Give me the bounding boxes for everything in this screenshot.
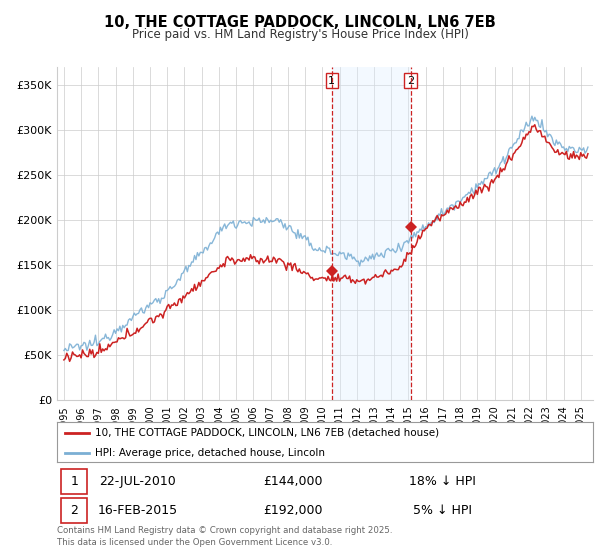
Bar xyxy=(332,67,410,400)
Text: 2: 2 xyxy=(407,76,414,86)
Text: 2: 2 xyxy=(70,504,78,517)
Text: 5% ↓ HPI: 5% ↓ HPI xyxy=(413,504,472,517)
Text: 18% ↓ HPI: 18% ↓ HPI xyxy=(409,475,476,488)
Text: 1: 1 xyxy=(70,475,78,488)
Text: 16-FEB-2015: 16-FEB-2015 xyxy=(97,504,178,517)
Text: £192,000: £192,000 xyxy=(263,504,323,517)
Bar xyxy=(61,498,87,523)
Text: 22-JUL-2010: 22-JUL-2010 xyxy=(99,475,176,488)
Text: Contains HM Land Registry data © Crown copyright and database right 2025.
This d: Contains HM Land Registry data © Crown c… xyxy=(57,526,392,547)
Text: £144,000: £144,000 xyxy=(263,475,323,488)
Text: 1: 1 xyxy=(328,76,335,86)
Text: 10, THE COTTAGE PADDOCK, LINCOLN, LN6 7EB (detached house): 10, THE COTTAGE PADDOCK, LINCOLN, LN6 7E… xyxy=(95,428,439,438)
Text: Price paid vs. HM Land Registry's House Price Index (HPI): Price paid vs. HM Land Registry's House … xyxy=(131,28,469,41)
Bar xyxy=(61,469,87,493)
Text: HPI: Average price, detached house, Lincoln: HPI: Average price, detached house, Linc… xyxy=(95,448,325,458)
Text: 10, THE COTTAGE PADDOCK, LINCOLN, LN6 7EB: 10, THE COTTAGE PADDOCK, LINCOLN, LN6 7E… xyxy=(104,15,496,30)
